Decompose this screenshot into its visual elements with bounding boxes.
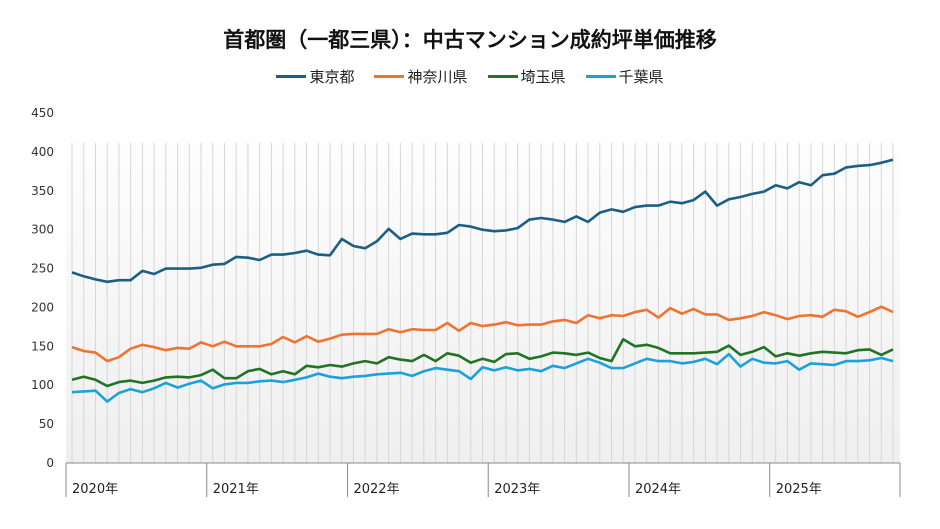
y-tick-label: 450 xyxy=(31,106,54,120)
x-year-label: 2024年 xyxy=(635,482,681,497)
series-line-tokyo xyxy=(71,158,894,284)
legend-swatch xyxy=(276,75,307,78)
x-year-label: 2021年 xyxy=(213,482,259,497)
legend-label: 埼玉県 xyxy=(520,68,566,86)
legend-item-chiba[interactable]: 千葉県 xyxy=(585,66,664,87)
legend-swatch xyxy=(374,75,405,78)
y-tick-label: 250 xyxy=(31,262,54,276)
y-tick-label: 400 xyxy=(31,145,54,159)
y-tick-label: 0 xyxy=(46,456,54,470)
x-year-label: 2023年 xyxy=(494,482,540,497)
x-year-label: 2020年 xyxy=(72,482,118,497)
x-year-label: 2022年 xyxy=(353,482,399,497)
y-tick-label: 100 xyxy=(31,378,54,392)
legend-item-kanagawa[interactable]: 神奈川県 xyxy=(374,66,468,87)
y-tick-label: 300 xyxy=(31,223,54,237)
legend-swatch xyxy=(487,75,518,78)
chart-title: 首都圏（一都三県）：中古マンション成約坪単価推移 xyxy=(223,28,717,52)
series-line-kanagawa xyxy=(71,305,894,363)
series-line-saitama xyxy=(71,337,894,388)
legend-item-saitama[interactable]: 埼玉県 xyxy=(487,66,566,87)
x-year-label: 2025年 xyxy=(776,482,822,497)
legend-swatch xyxy=(585,75,616,78)
y-tick-label: 350 xyxy=(31,184,54,198)
legend-label: 東京都 xyxy=(309,68,355,86)
legend-label: 神奈川県 xyxy=(407,68,468,86)
legend-label: 千葉県 xyxy=(618,68,664,86)
y-tick-label: 150 xyxy=(31,339,54,353)
series-line-chiba xyxy=(71,352,894,403)
y-tick-label: 50 xyxy=(39,417,54,431)
legend: 東京都 神奈川県 埼玉県 千葉県 xyxy=(0,66,940,87)
legend-item-tokyo[interactable]: 東京都 xyxy=(276,66,354,87)
y-tick-label: 200 xyxy=(31,300,54,314)
